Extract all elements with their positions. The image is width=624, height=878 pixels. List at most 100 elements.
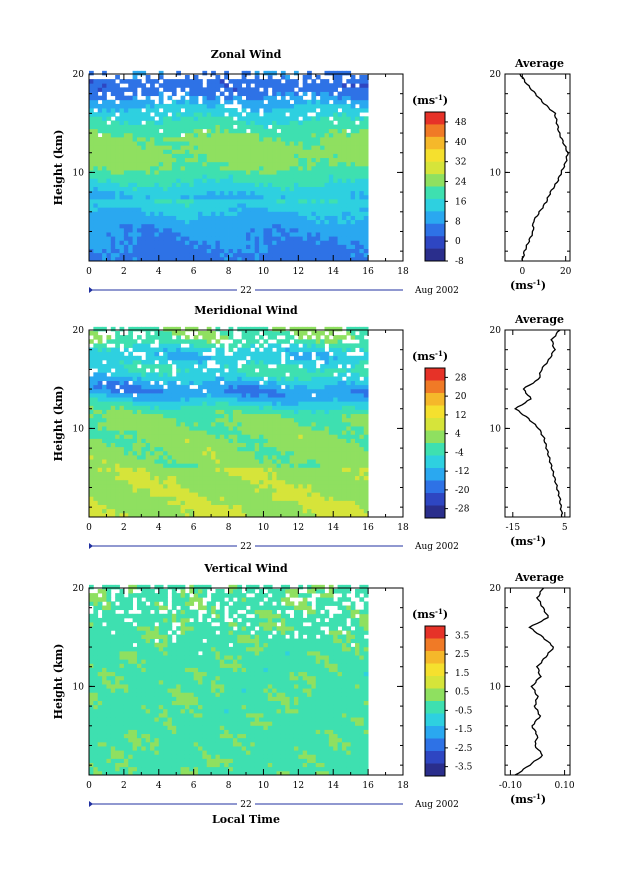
heatmap-cell	[277, 410, 282, 415]
heatmap-cell	[263, 203, 268, 208]
heatmap-cell	[137, 414, 142, 419]
heatmap-cell	[325, 116, 330, 121]
heatmap-cell	[133, 372, 138, 377]
heatmap-cell	[141, 372, 146, 377]
heatmap-cell	[268, 158, 273, 163]
heatmap-cell	[176, 149, 181, 154]
heatmap-cell	[351, 100, 356, 105]
heatmap-cell	[128, 480, 133, 485]
heatmap-cell	[329, 216, 334, 221]
heatmap-cell	[237, 178, 242, 183]
heatmap-cell	[163, 211, 168, 216]
heatmap-cell	[229, 401, 234, 406]
heatmap-cell	[250, 116, 255, 121]
heatmap-cell	[133, 451, 138, 456]
heatmap-cell	[93, 472, 98, 477]
heatmap-cell	[215, 443, 220, 448]
heatmap-cell	[89, 492, 94, 497]
heatmap-cell	[159, 356, 164, 361]
heatmap-cell	[202, 187, 207, 192]
heatmap-cell	[277, 125, 282, 130]
heatmap-cell	[111, 207, 116, 212]
heatmap-cell	[237, 191, 242, 196]
heatmap-cell	[189, 162, 194, 167]
heatmap-cell	[250, 249, 255, 254]
heatmap-cell	[124, 376, 129, 381]
heatmap-cell	[159, 220, 164, 225]
heatmap-cell	[172, 443, 177, 448]
heatmap-cell	[298, 422, 303, 427]
heatmap-cell	[281, 414, 286, 419]
heatmap-cell	[163, 500, 168, 505]
heatmap-cell	[342, 154, 347, 159]
heatmap-cell	[172, 174, 177, 179]
heatmap-cell	[137, 434, 142, 439]
heatmap-cell	[351, 244, 356, 249]
heatmap-cell	[211, 500, 216, 505]
heatmap-cell	[137, 178, 142, 183]
heatmap-cell	[168, 96, 173, 101]
heatmap-cell	[211, 414, 216, 419]
heatmap-cell	[120, 207, 125, 212]
heatmap-cell	[189, 104, 194, 109]
heatmap-cell	[263, 120, 268, 125]
heatmap-cell	[290, 137, 295, 142]
heatmap-cell	[316, 174, 321, 179]
heatmap-cell	[250, 410, 255, 415]
heatmap-cell	[351, 174, 356, 179]
heatmap-cell	[246, 116, 251, 121]
heatmap-cell	[194, 182, 199, 187]
colorbar-tick-label: 48	[455, 118, 467, 128]
heatmap-cell	[181, 459, 186, 464]
heatmap-cell	[141, 488, 146, 493]
heatmap-cell	[176, 401, 181, 406]
heatmap-cell	[220, 426, 225, 431]
colorbar-swatch	[425, 162, 445, 175]
heatmap-cell	[146, 364, 151, 369]
heatmap-cell	[268, 166, 273, 171]
heatmap-cell	[181, 211, 186, 216]
heatmap-cell	[355, 187, 360, 192]
heatmap-cell	[146, 476, 151, 481]
heatmap-cell	[137, 356, 142, 361]
heatmap-cell	[290, 443, 295, 448]
heatmap-cell	[168, 343, 173, 348]
heatmap-cell	[237, 418, 242, 423]
heatmap-cell	[215, 253, 220, 258]
heatmap-cell	[181, 401, 186, 406]
heatmap-cell	[185, 496, 190, 501]
heatmap-cell	[259, 96, 264, 101]
heatmap-cell	[259, 244, 264, 249]
heatmap-cell	[102, 356, 107, 361]
heatmap-cell	[290, 216, 295, 221]
heatmap-cell	[124, 339, 129, 344]
heatmap-cell	[229, 430, 234, 435]
heatmap-cell	[115, 484, 120, 489]
heatmap-cell	[207, 100, 212, 105]
heatmap-cell	[303, 211, 308, 216]
heatmap-cell	[246, 410, 251, 415]
heatmap-cell	[250, 187, 255, 192]
heatmap-cell	[181, 455, 186, 460]
heatmap-cell	[189, 343, 194, 348]
heatmap-cell	[290, 426, 295, 431]
heatmap-cell	[311, 228, 316, 233]
heatmap-cell	[211, 467, 216, 472]
heatmap-cell	[277, 104, 282, 109]
heatmap-cell	[272, 397, 277, 402]
heatmap-cell	[290, 104, 295, 109]
heatmap-cell	[124, 112, 129, 117]
heatmap-cell	[115, 75, 120, 80]
heatmap-cell	[163, 459, 168, 464]
heatmap-cell	[268, 500, 273, 505]
heatmap-cell	[172, 505, 177, 510]
heatmap-cell	[250, 447, 255, 452]
heatmap-cell	[224, 220, 229, 225]
heatmap-cell	[185, 145, 190, 150]
heatmap-cell	[98, 410, 103, 415]
heatmap-cell	[259, 459, 264, 464]
heatmap-cell	[185, 339, 190, 344]
heatmap-cell	[194, 104, 199, 109]
heatmap-cell	[250, 216, 255, 221]
heatmap-cell	[207, 120, 212, 125]
